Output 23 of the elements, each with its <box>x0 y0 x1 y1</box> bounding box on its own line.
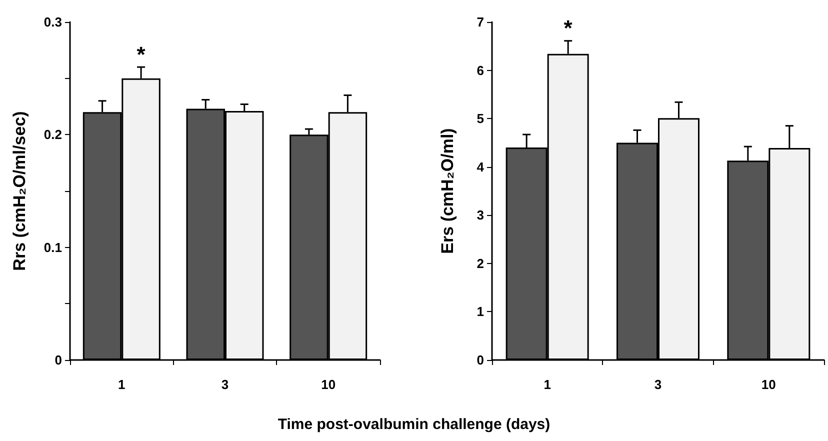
y-tick-label: 3 <box>476 208 484 223</box>
y-axis-title: Ers (cmH₂O/ml) <box>438 128 457 254</box>
y-tick-label: 0.3 <box>44 14 62 30</box>
y-tick-label: 7 <box>476 14 484 30</box>
x-tick-label: 1 <box>118 377 126 392</box>
y-tick-label: 1 <box>476 304 484 320</box>
y-tick-label: 2 <box>476 256 484 271</box>
y-tick-label: 5 <box>476 111 484 126</box>
annotation: * <box>564 16 573 41</box>
y-axis-title: Rrs (cmH₂O/ml/sec) <box>10 111 29 271</box>
x-tick-label: 3 <box>654 377 662 392</box>
x-tick-label: 3 <box>221 377 229 392</box>
y-tick-label: 0 <box>54 352 62 368</box>
x-tick-label: 1 <box>544 377 551 392</box>
annotation: * <box>136 42 146 67</box>
y-tick-label: 0.1 <box>44 240 62 255</box>
y-tick-label: 0 <box>476 352 484 368</box>
x-tick-label: 10 <box>321 377 336 392</box>
x-tick-label: 10 <box>761 377 776 392</box>
x-axis-title: Time post-ovalbumin challenge (days) <box>276 416 552 433</box>
y-tick-label: 4 <box>476 159 485 174</box>
y-tick-label: 6 <box>476 62 484 78</box>
y-tick-label: 0.2 <box>44 127 62 142</box>
